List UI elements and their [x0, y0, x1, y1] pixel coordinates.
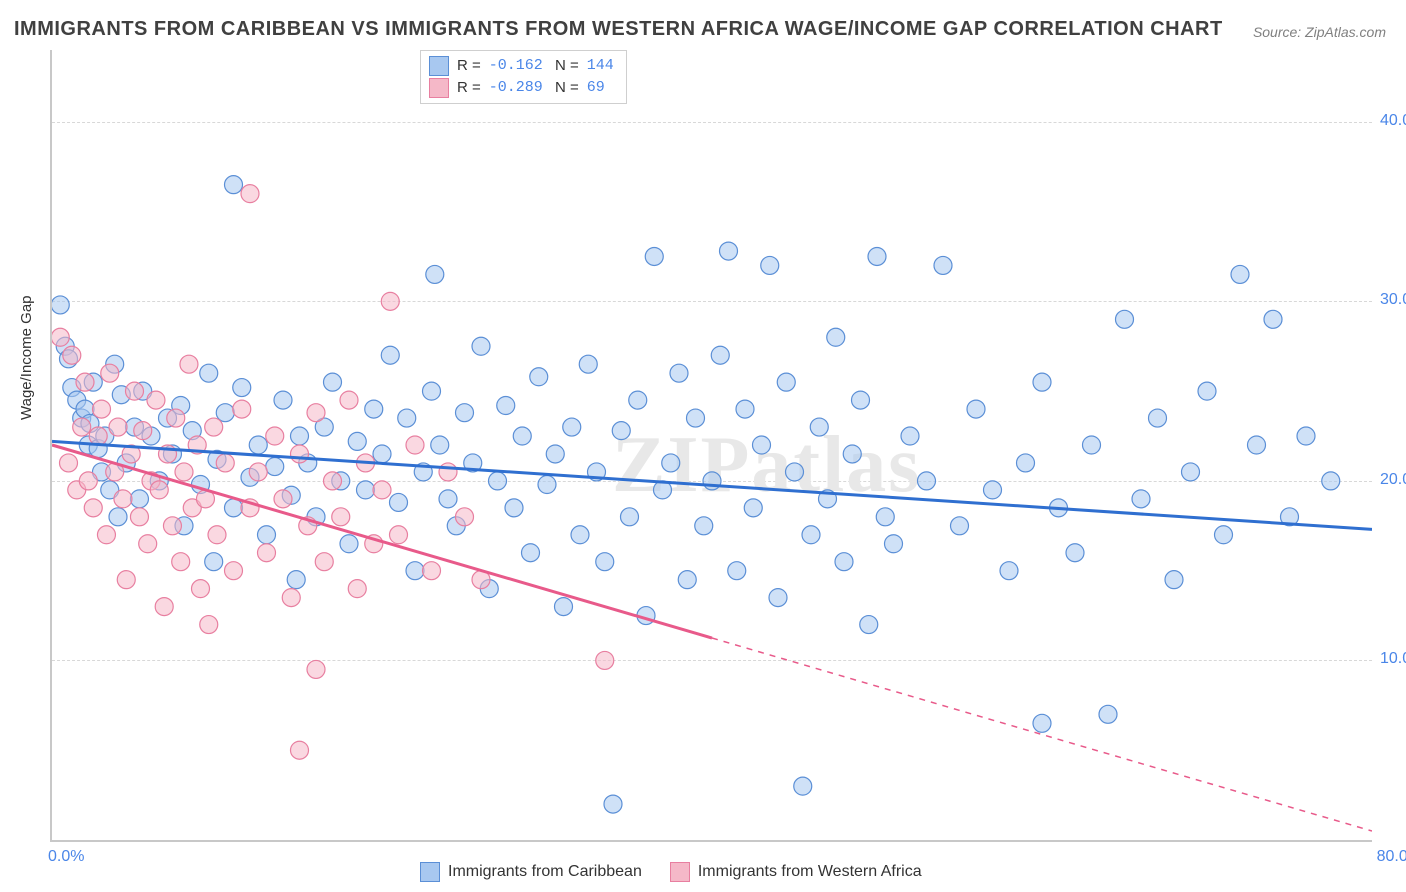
y-tick-label: 40.0% [1380, 112, 1406, 130]
chart-title: IMMIGRANTS FROM CARIBBEAN VS IMMIGRANTS … [14, 18, 1223, 41]
trend-line-extrapolated [712, 638, 1372, 831]
y-tick-label: 30.0% [1380, 291, 1406, 309]
correlation-legend: R = -0.162 N = 144 R = -0.289 N = 69 [420, 50, 627, 104]
legend-label-westafrica: Immigrants from Western Africa [698, 863, 922, 881]
legend-label-caribbean: Immigrants from Caribbean [448, 863, 642, 881]
y-tick-label: 10.0% [1380, 650, 1406, 668]
legend-item-westafrica: Immigrants from Western Africa [670, 862, 922, 882]
plot-area: ZIPatlas 10.0%20.0%30.0%40.0%0.0%80.0% [50, 50, 1372, 842]
y-axis-label: Wage/Income Gap [18, 295, 35, 420]
y-tick-label: 20.0% [1380, 471, 1406, 489]
source-label: Source: ZipAtlas.com [1253, 24, 1386, 40]
legend-item-caribbean: Immigrants from Caribbean [420, 862, 642, 882]
r-value-caribbean: -0.162 [489, 55, 543, 77]
legend-row-westafrica: R = -0.289 N = 69 [429, 77, 614, 99]
swatch-caribbean-icon [420, 862, 440, 882]
swatch-westafrica-icon [670, 862, 690, 882]
swatch-caribbean [429, 56, 449, 76]
trend-line [52, 445, 712, 638]
x-tick-left: 0.0% [48, 848, 84, 866]
series-legend: Immigrants from Caribbean Immigrants fro… [420, 862, 922, 882]
n-value-caribbean: 144 [587, 55, 614, 77]
trend-line [52, 441, 1372, 529]
trend-lines-layer [52, 50, 1372, 840]
n-value-westafrica: 69 [587, 77, 605, 99]
r-value-westafrica: -0.289 [489, 77, 543, 99]
legend-row-caribbean: R = -0.162 N = 144 [429, 55, 614, 77]
swatch-westafrica [429, 78, 449, 98]
x-tick-right: 80.0% [1377, 848, 1406, 866]
